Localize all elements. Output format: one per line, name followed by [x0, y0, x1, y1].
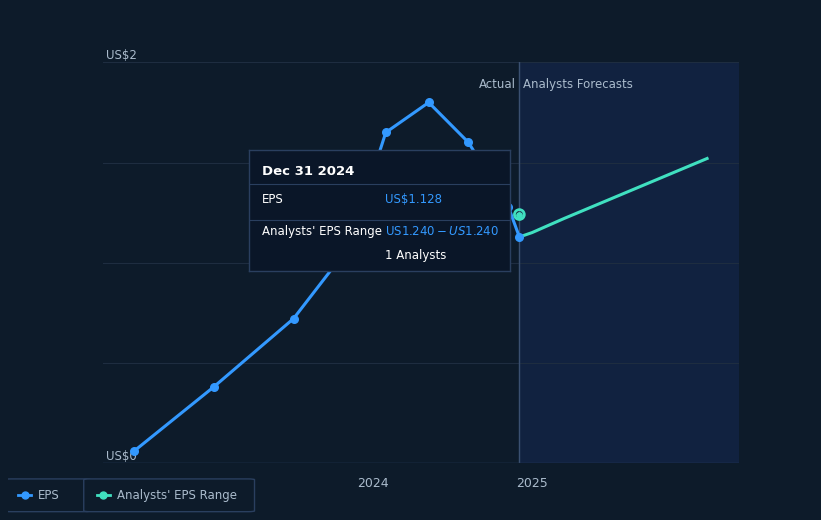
Bar: [520, 62, 739, 463]
Point: [502, 202, 515, 211]
Text: US$2: US$2: [106, 49, 136, 62]
Text: 2025: 2025: [516, 477, 548, 490]
Text: Analysts Forecasts: Analysts Forecasts: [523, 79, 632, 92]
FancyBboxPatch shape: [5, 479, 90, 512]
Text: EPS: EPS: [38, 489, 59, 502]
FancyBboxPatch shape: [84, 479, 255, 512]
Text: 2024: 2024: [357, 477, 389, 490]
Point: [128, 447, 141, 455]
Text: Analysts' EPS Range: Analysts' EPS Range: [117, 489, 236, 502]
Point: [513, 211, 526, 219]
Point: [462, 138, 475, 147]
Point: [97, 491, 110, 499]
Point: [287, 315, 300, 323]
Point: [208, 383, 221, 391]
Point: [342, 242, 355, 251]
Text: Actual: Actual: [479, 79, 516, 92]
Point: [18, 491, 31, 499]
Point: [513, 233, 526, 241]
Point: [379, 128, 392, 137]
Point: [513, 211, 526, 219]
Point: [422, 98, 435, 107]
Text: US$0: US$0: [106, 450, 136, 463]
